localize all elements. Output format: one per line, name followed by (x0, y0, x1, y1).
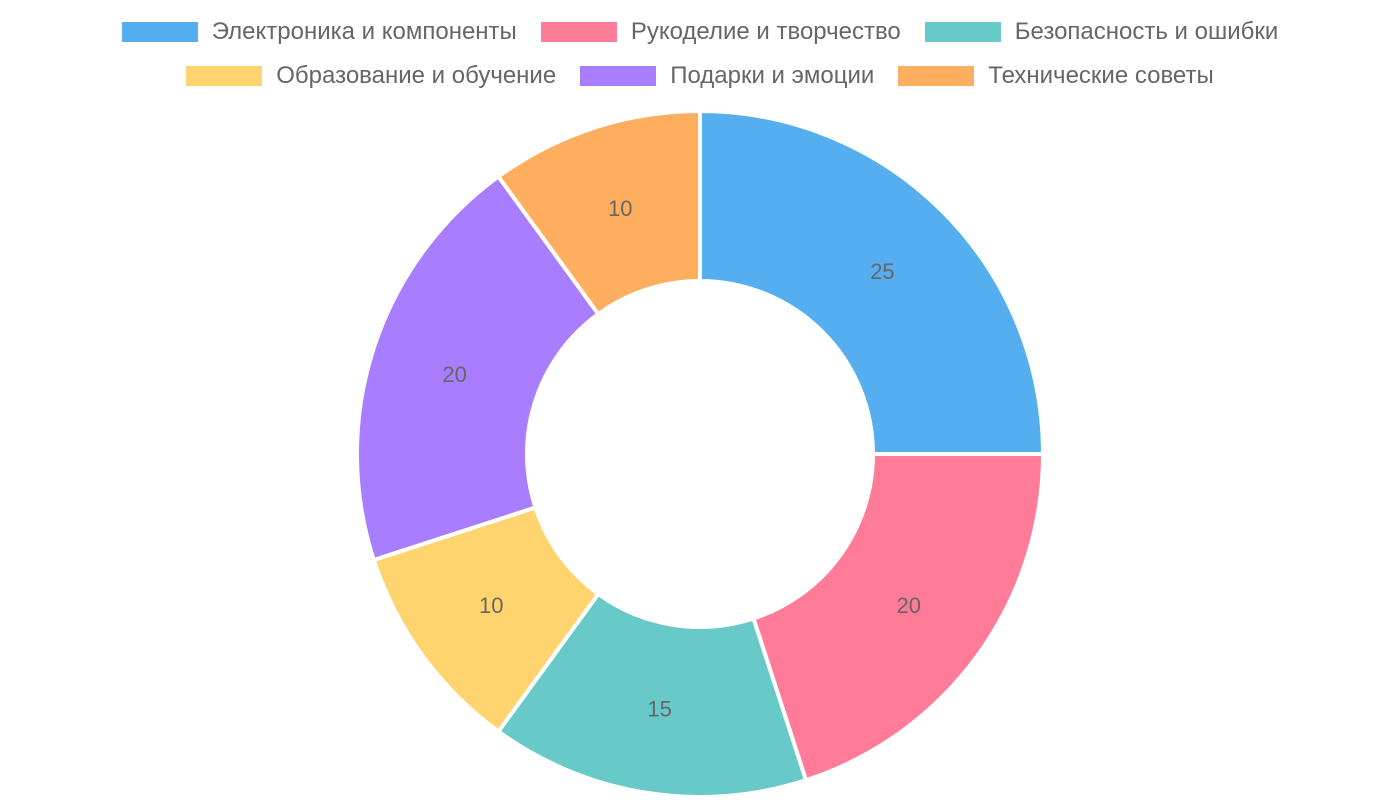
legend-swatch (580, 66, 657, 86)
legend-item-crafts[interactable]: Рукоделие и творчество (540, 18, 901, 46)
value-label-3: 10 (479, 593, 503, 618)
legend-swatch (186, 66, 263, 86)
legend-label: Безопасность и ошибки (1014, 18, 1279, 45)
legend-item-tech-tips[interactable]: Технические советы (898, 62, 1214, 90)
slice-5[interactable] (495, 108, 702, 317)
slices-group (355, 108, 1046, 799)
slice-4[interactable] (355, 173, 602, 563)
legend-label: Электроника и компоненты (211, 18, 517, 45)
slice-0[interactable] (698, 108, 1046, 456)
legend-item-gifts[interactable]: Подарки и эмоции (580, 62, 874, 90)
legend-row-1: Электроника и компоненты Рукоделие и тво… (0, 16, 1400, 48)
legend-swatch (540, 22, 617, 42)
legend-item-safety[interactable]: Безопасность и ошибки (924, 18, 1279, 46)
legend-label: Технические советы (988, 62, 1214, 89)
legend-label: Рукоделие и творчество (630, 18, 901, 45)
legend-swatch (121, 22, 198, 42)
legend-swatch (898, 66, 975, 86)
value-label-2: 15 (647, 696, 671, 721)
legend-item-education[interactable]: Образование и обучение (186, 62, 556, 90)
slice-1[interactable] (750, 452, 1046, 783)
slice-2[interactable] (495, 591, 809, 799)
value-label-4: 20 (442, 362, 466, 387)
value-labels-group: 25 20 15 10 20 10 (442, 196, 921, 721)
legend-label: Образование и обучение (276, 62, 557, 89)
value-label-0: 25 (870, 259, 894, 284)
value-label-1: 20 (896, 593, 920, 618)
legend-label: Подарки и эмоции (670, 62, 875, 89)
legend-swatch (924, 22, 1001, 42)
legend-item-electronics[interactable]: Электроника и компоненты (121, 18, 517, 46)
legend-row-2: Образование и обучение Подарки и эмоции … (0, 60, 1400, 92)
value-label-5: 10 (608, 196, 632, 221)
